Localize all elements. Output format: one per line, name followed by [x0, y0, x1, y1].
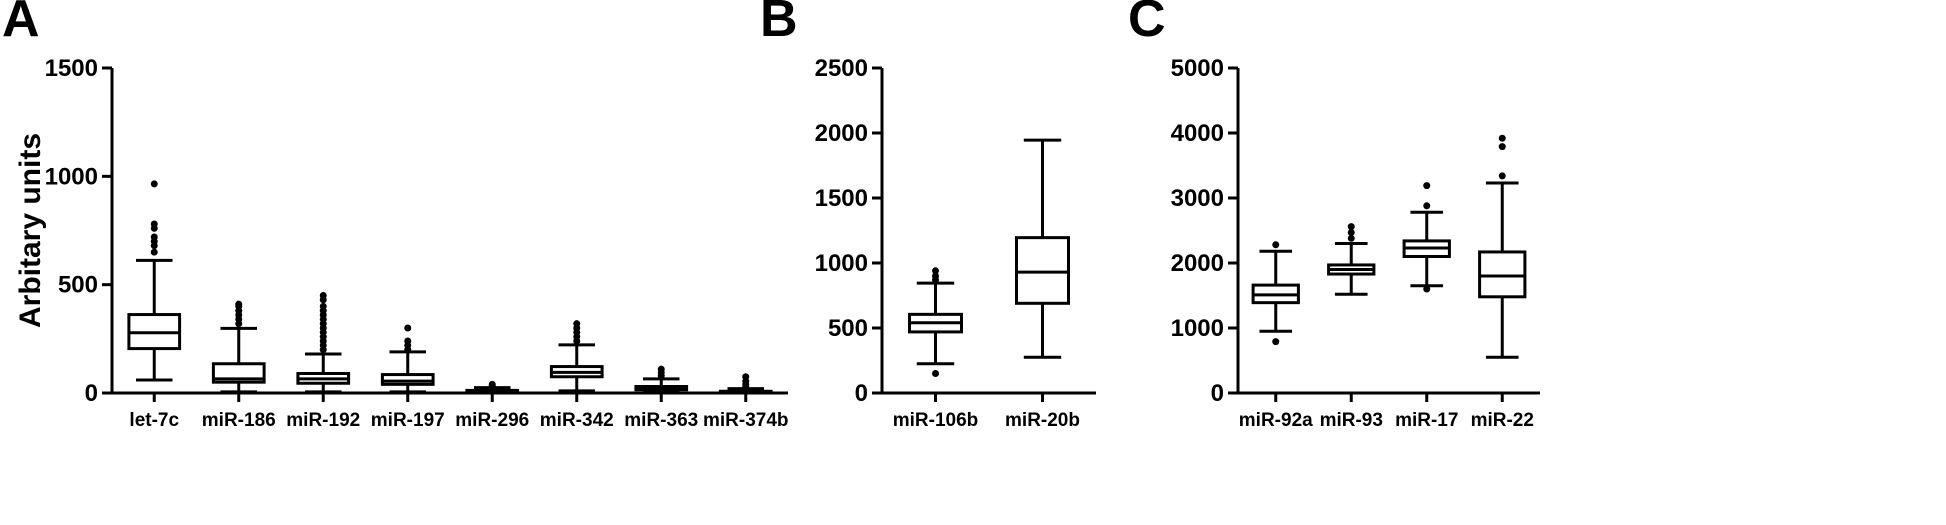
box-mir-374b	[718, 373, 773, 395]
outlier-point	[1272, 338, 1280, 346]
box-mir-22	[1478, 134, 1527, 359]
outlier-point	[150, 220, 158, 228]
panel-letter: B	[760, 0, 798, 48]
x-tick-label: miR-106b	[893, 410, 979, 431]
outlier-point	[150, 180, 158, 188]
outlier-point	[319, 292, 327, 299]
x-tick-label: miR-342	[540, 410, 614, 431]
box-mir-363	[634, 365, 689, 394]
y-tick-label: 1000	[815, 250, 868, 277]
y-tick-label: 0	[85, 380, 98, 407]
outlier-point	[573, 320, 581, 328]
y-tick-label: 2000	[1171, 250, 1224, 277]
outlier-point	[488, 380, 496, 388]
panel-letter: C	[1128, 0, 1166, 48]
y-tick-label: 3000	[1171, 185, 1224, 212]
outlier-point	[235, 300, 243, 308]
box-mir-92a	[1251, 241, 1300, 346]
outlier-point	[319, 302, 327, 310]
panel-letter: A	[2, 0, 40, 48]
y-tick-label: 0	[855, 380, 868, 407]
outlier-point	[657, 365, 665, 373]
box-mir-93	[1327, 223, 1376, 296]
box-mir-17	[1402, 182, 1451, 293]
iqr-box	[1478, 250, 1527, 299]
x-tick-label: miR-17	[1395, 410, 1458, 431]
outlier-point	[1347, 234, 1355, 242]
panel-c: C 0 1000 2000 3000 4000 5000 miR-92a miR-93 miR-1…	[1128, 0, 1540, 431]
box-mir-192	[296, 292, 351, 394]
panel-b: B 0 500 1000 1500 2000 2500 miR-106b miR-20b	[760, 0, 1096, 431]
outlier-point	[932, 272, 939, 280]
x-tick-label: miR-93	[1320, 410, 1383, 431]
iqr-box	[1015, 236, 1070, 305]
outlier-point	[404, 324, 412, 332]
x-tick-label: miR-192	[286, 410, 360, 431]
outlier-point	[932, 370, 939, 377]
iqr-box	[380, 373, 435, 386]
box-mir-106b	[908, 267, 963, 377]
x-tick-label: miR-197	[371, 410, 445, 431]
box-mir-186	[211, 300, 266, 394]
outlier-point	[1423, 202, 1431, 210]
y-tick-label: 4000	[1171, 120, 1224, 147]
box-mir-342	[549, 320, 604, 393]
y-tick-label: 500	[828, 315, 868, 342]
y-tick-label: 500	[58, 272, 98, 299]
x-tick-label: miR-20b	[1005, 410, 1080, 431]
y-tick-label: 1000	[1171, 315, 1224, 342]
outlier-point	[1498, 134, 1506, 142]
x-tick-label: miR-296	[455, 410, 529, 431]
outlier-point	[1347, 228, 1355, 236]
panel-a: A Arbitary units 0 500 1000 1500 let-7c miR-186…	[2, 0, 789, 431]
x-tick-label: miR-363	[624, 410, 698, 431]
outlier-point	[742, 373, 750, 381]
outlier-point	[1423, 285, 1431, 293]
x-tick-label: let-7c	[129, 410, 179, 431]
y-tick-label: 1500	[815, 185, 868, 212]
outlier-point	[1272, 241, 1280, 249]
y-axis-label: Arbitary units	[14, 133, 47, 328]
y-tick-label: 5000	[1171, 55, 1224, 82]
x-tick-label: miR-22	[1471, 410, 1534, 431]
box-mir-197	[380, 324, 435, 394]
outlier-point	[1498, 143, 1506, 151]
y-tick-label: 2000	[815, 120, 868, 147]
box-mir-20b	[1015, 138, 1070, 359]
x-tick-label: miR-92a	[1239, 410, 1313, 431]
y-tick-label: 1500	[45, 55, 98, 82]
outlier-point	[1498, 172, 1506, 180]
outlier-point	[150, 248, 158, 256]
outlier-point	[1423, 182, 1431, 190]
outlier-point	[932, 267, 939, 275]
box-mir-296	[465, 380, 520, 395]
x-tick-label: miR-374b	[703, 410, 789, 431]
outlier-point	[150, 233, 158, 241]
outlier-point	[404, 337, 412, 345]
y-tick-label: 2500	[815, 55, 868, 82]
outlier-point	[1347, 223, 1355, 231]
x-tick-label: miR-186	[202, 410, 276, 431]
y-tick-label: 1000	[45, 163, 98, 190]
box-let-7c	[127, 180, 182, 382]
y-tick-label: 0	[1211, 380, 1224, 407]
